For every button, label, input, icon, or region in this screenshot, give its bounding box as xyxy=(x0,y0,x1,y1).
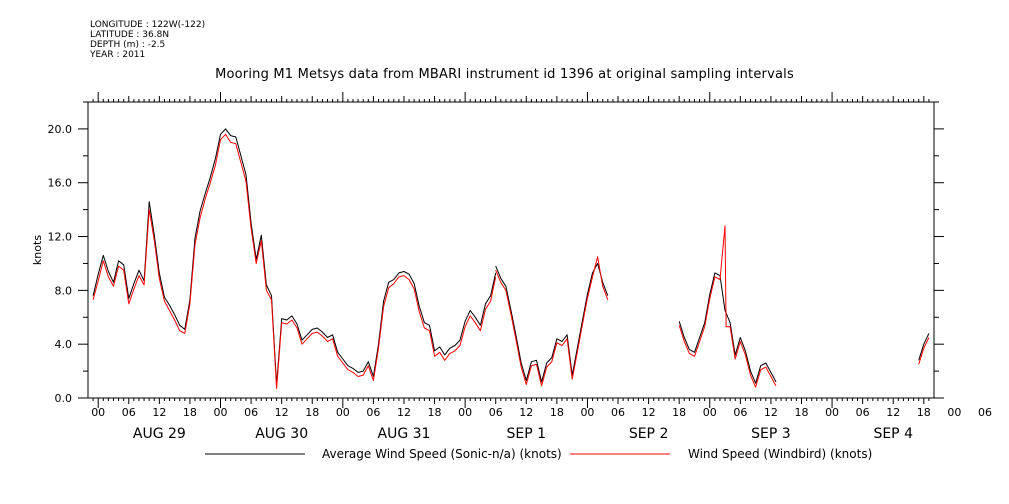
y-tick-label: 16.0 xyxy=(48,177,73,190)
x-tick-label: 06 xyxy=(366,406,380,419)
x-tick-label: 18 xyxy=(550,406,564,419)
x-tick-label: 12 xyxy=(152,406,166,419)
y-tick-label: 20.0 xyxy=(48,123,73,136)
depth-label: DEPTH (m) : -2.5 xyxy=(90,40,166,50)
x-day-label: SEP 4 xyxy=(873,426,913,442)
x-tick-label: 06 xyxy=(856,406,870,419)
x-axis: 00 06 12 18 00 06 12 18 00 06 12 18 00 06 12 18 00 06 12 18… xyxy=(91,92,1009,442)
x-tick-label: 12 xyxy=(397,406,411,419)
x-tick-label: 00 xyxy=(580,406,594,419)
x-day-label: AUG 29 xyxy=(133,426,186,442)
year-label: YEAR : 2011 xyxy=(90,50,146,60)
series-line-1 xyxy=(92,128,497,385)
y-axis-label: knots xyxy=(31,235,44,265)
series-line-2 xyxy=(678,225,777,388)
legend: Average Wind Speed (Sonic-n/a) (knots) Wi… xyxy=(205,447,872,461)
legend-label-1: Average Wind Speed (Sonic-n/a) (knots) xyxy=(322,447,562,461)
series-line-2 xyxy=(918,337,930,365)
series-line-1 xyxy=(678,272,777,384)
series-line-1 xyxy=(918,333,930,361)
x-tick-label: 18 xyxy=(428,406,442,419)
x-tick-label: 06 xyxy=(733,406,747,419)
x-tick-label: 00 xyxy=(947,406,961,419)
x-tick-label: 06 xyxy=(611,406,625,419)
x-day-label: SEP 1 xyxy=(507,426,547,442)
x-day-label: AUG 31 xyxy=(378,426,431,442)
legend-label-2: Wind Speed (Windbird) (knots) xyxy=(688,447,872,461)
metadata-block: LONGITUDE : 122W(-122) LATITUDE : 36.8N … xyxy=(90,20,205,60)
series-lines xyxy=(92,128,930,390)
x-tick-label: 18 xyxy=(794,406,808,419)
x-tick-label: 06 xyxy=(122,406,136,419)
x-tick-label: 00 xyxy=(336,406,350,419)
x-tick-label: 06 xyxy=(489,406,503,419)
x-day-label: SEP 2 xyxy=(629,426,669,442)
latitude-label: LATITUDE : 36.8N xyxy=(90,30,170,40)
x-day-label: SEP 3 xyxy=(751,426,791,442)
series-line-2 xyxy=(495,256,609,387)
series-line-2 xyxy=(92,133,497,390)
series-line-1 xyxy=(495,263,609,383)
y-tick-label: 12.0 xyxy=(48,231,73,244)
x-tick-label: 00 xyxy=(703,406,717,419)
x-tick-label: 18 xyxy=(917,406,931,419)
x-tick-label: 18 xyxy=(183,406,197,419)
y-tick-label: 4.0 xyxy=(55,338,73,351)
x-tick-label: 12 xyxy=(764,406,778,419)
x-tick-label: 12 xyxy=(642,406,656,419)
x-day-label: AUG 30 xyxy=(255,426,308,442)
x-tick-label: 18 xyxy=(672,406,686,419)
x-tick-label: 12 xyxy=(519,406,533,419)
x-tick-label: 06 xyxy=(244,406,258,419)
x-tick-label: 00 xyxy=(458,406,472,419)
x-tick-label: 00 xyxy=(91,406,105,419)
plot-border xyxy=(87,101,935,399)
y-axis: 0.0 4.0 8.0 12.0 16.0 20.0 knots xyxy=(31,101,944,405)
chart-title: Mooring M1 Metsys data from MBARI instru… xyxy=(215,67,794,82)
x-tick-label: 18 xyxy=(305,406,319,419)
x-tick-label: 00 xyxy=(825,406,839,419)
x-tick-label: 00 xyxy=(214,406,228,419)
y-tick-label: 8.0 xyxy=(55,284,73,297)
longitude-label: LONGITUDE : 122W(-122) xyxy=(90,20,206,30)
x-tick-label: 06 xyxy=(978,406,992,419)
x-tick-label: 12 xyxy=(275,406,289,419)
plot-frame xyxy=(87,101,935,399)
y-tick-label: 0.0 xyxy=(55,392,73,405)
x-tick-label: 12 xyxy=(886,406,900,419)
